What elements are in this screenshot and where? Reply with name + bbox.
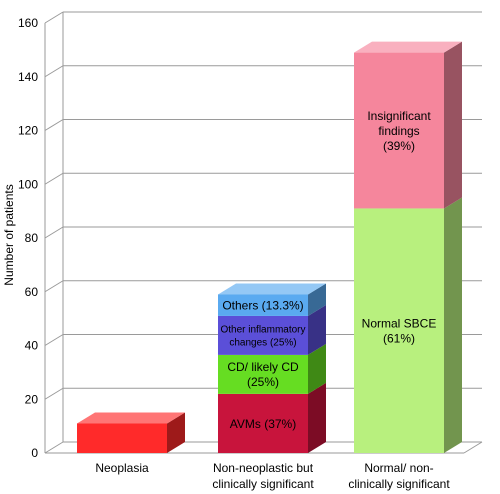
- bar-segment-front: [218, 393, 308, 453]
- bar-segment-front: [218, 294, 308, 316]
- floor-right-edge: [463, 441, 483, 454]
- bar-segment: [218, 382, 326, 453]
- bar-segment: [77, 412, 185, 453]
- y-tick-label: 20: [25, 392, 39, 406]
- bar-segment-side: [308, 343, 326, 394]
- x-tick-label: Normal/ non-clinically significant: [348, 461, 450, 491]
- y-tick-label: 80: [25, 231, 39, 245]
- bar-top: [354, 41, 462, 53]
- y-tick-label: 60: [25, 285, 39, 299]
- gridline-side: [44, 65, 64, 78]
- bar-segment-front: [218, 315, 308, 355]
- y-tick-label: 0: [31, 446, 38, 460]
- bar-segment: [218, 343, 326, 394]
- gridline-side: [44, 441, 64, 454]
- bar-segment-side: [444, 41, 462, 209]
- bar-segment-front: [354, 208, 444, 453]
- gridline-side: [44, 119, 64, 131]
- bar-data-label: CD/ likely CD (25%): [227, 360, 299, 389]
- bar-layer: [77, 41, 462, 453]
- bar-segment-side: [167, 412, 185, 453]
- x-tick-label: Non-neoplastic but clinically significant: [212, 461, 314, 491]
- bar-segment: [218, 304, 326, 355]
- y-tick-label: 100: [18, 177, 38, 191]
- bar-segment-front: [77, 423, 167, 453]
- gridline-side: [44, 226, 64, 239]
- x-tick-label: Neoplasia: [95, 461, 149, 475]
- y-tick-label: 120: [18, 124, 38, 138]
- y-tick-label: 140: [18, 70, 38, 84]
- bar-segment-front: [354, 52, 444, 209]
- axis-layer: 0 20 40 60 80 100 120 140 160 Neoplasia Non-neopla…: [18, 16, 450, 491]
- gridline-side: [44, 334, 64, 346]
- bar-top: [77, 412, 185, 424]
- gridline-side: [44, 387, 64, 400]
- bar-data-label: Insignificant findings (39%): [367, 109, 431, 153]
- y-axis-title: Number of patients: [2, 184, 16, 285]
- bar-segment: [354, 197, 462, 453]
- bar-data-label: AVMs (37%): [230, 417, 296, 431]
- bar-segment-side: [444, 197, 462, 453]
- gridline-side: [44, 280, 64, 293]
- bar-data-label: Normal SBCE (61%): [362, 317, 437, 346]
- bar-segment-side: [308, 283, 326, 316]
- y-tick-label: 160: [18, 16, 38, 30]
- bar-segment-side: [308, 304, 326, 355]
- y-tick-label: 40: [25, 339, 39, 353]
- label-layer: AVMs (37%) CD/ likely CD (25%) Other inflam…: [220, 109, 436, 431]
- bar-segment: [218, 283, 326, 316]
- bar-data-label: Other inflammatory changes (25%): [220, 325, 305, 349]
- gridline-side: [44, 172, 64, 185]
- bar-data-label: Others (13.3%): [222, 299, 303, 313]
- bar-segment: [354, 41, 462, 209]
- bar-segment-front: [218, 354, 308, 394]
- gridline-side: [44, 11, 64, 24]
- bar-top: [218, 283, 326, 295]
- bar-segment-side: [308, 382, 326, 453]
